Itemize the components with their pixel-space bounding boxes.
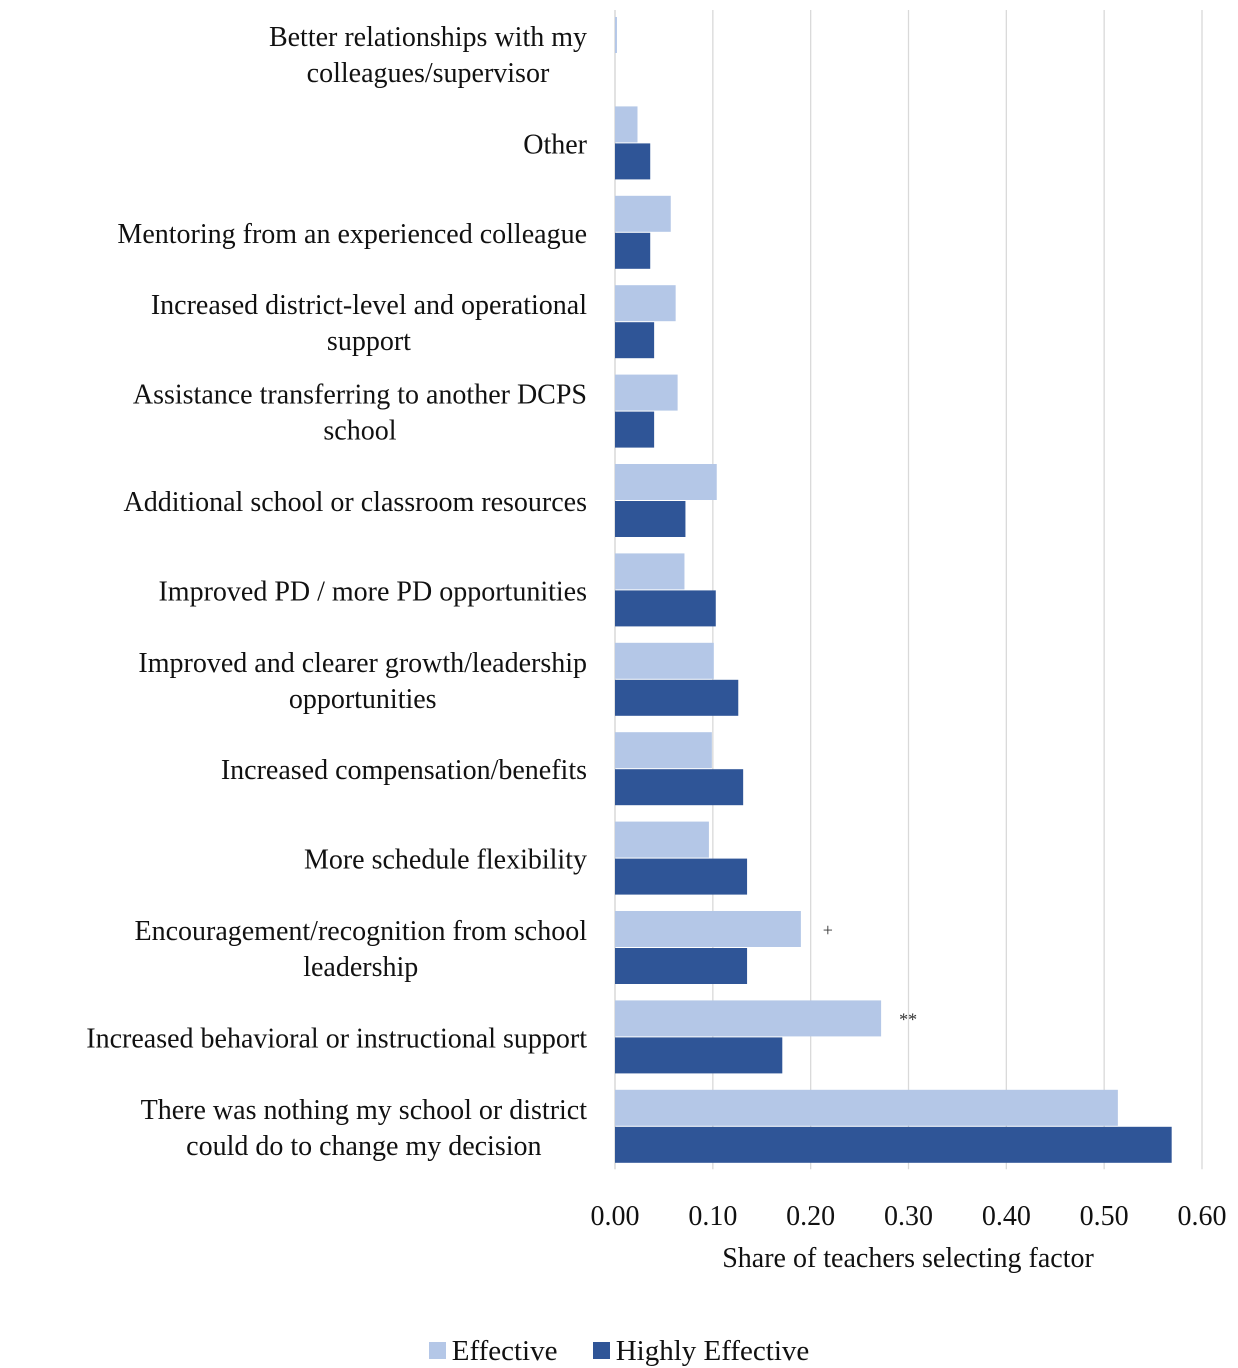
bar-effective: [615, 642, 714, 679]
bar-effective: [615, 1089, 1118, 1126]
category-label: Increased district-level and operational…: [151, 290, 587, 357]
bar-effective: [615, 732, 712, 769]
x-tick-label: 0.30: [884, 1201, 933, 1232]
bar-highly-effective: [615, 501, 686, 537]
bar-highly-effective: [615, 411, 655, 448]
category-label: Other: [523, 129, 587, 160]
significance-annotation: **: [899, 1009, 917, 1029]
category-label: There was nothing my school or district c…: [141, 1095, 588, 1162]
legend-label-highly-effective: Highly Effective: [615, 1335, 810, 1367]
bar-effective: [615, 1000, 882, 1037]
x-tick-label: 0.40: [982, 1201, 1031, 1232]
x-tick-label: 0.00: [591, 1201, 640, 1232]
legend-item-highly-effective: Highly Effective: [592, 1335, 810, 1367]
bar-highly-effective: [615, 590, 716, 627]
bar-effective: [615, 374, 678, 411]
bar-highly-effective: [615, 1126, 1172, 1163]
bar-effective: [615, 17, 617, 53]
x-tick-label: 0.50: [1080, 1201, 1129, 1232]
bar-effective: [615, 195, 671, 232]
x-tick-label: 0.60: [1178, 1201, 1227, 1232]
gridlines: [614, 10, 1203, 1170]
bar-highly-effective: [615, 679, 739, 716]
category-label: Increased compensation/benefits: [221, 755, 587, 786]
category-labels: Better relationships with my colleagues/s…: [86, 22, 587, 1162]
legend-label-effective: Effective: [451, 1335, 558, 1367]
category-label: Improved and clearer growth/leadership op…: [138, 648, 587, 715]
bar-effective: [615, 285, 676, 322]
bar-highly-effective: [615, 143, 651, 180]
significance-annotation: +: [823, 920, 833, 940]
category-label: More schedule flexibility: [304, 845, 587, 876]
bar-highly-effective: [615, 858, 748, 895]
legend-swatch-effective: [428, 1342, 446, 1359]
bar-highly-effective: [615, 769, 744, 806]
x-axis-title: Share of teachers selecting factor: [722, 1243, 1094, 1274]
bar-effective: [615, 821, 709, 858]
bar-effective: [615, 106, 638, 143]
category-label: Additional school or classroom resources: [124, 487, 587, 518]
bar-highly-effective: [615, 948, 748, 984]
bar-highly-effective: [615, 1037, 783, 1074]
category-label: Better relationships with my colleagues/s…: [269, 22, 587, 89]
category-label: Encouragement/recognition from school lea…: [134, 916, 587, 983]
bar-chart: + ** Better relationships with my colleagu…: [86, 10, 1227, 1274]
bar-highly-effective: [615, 322, 655, 359]
category-label: Mentoring from an experienced colleague: [117, 219, 587, 250]
category-label: Improved PD / more PD opportunities: [158, 576, 587, 607]
bar-effective: [615, 911, 801, 947]
category-label: Assistance transferring to another DCPS s…: [133, 380, 587, 447]
x-tick-label: 0.20: [786, 1201, 835, 1232]
x-tick-label: 0.10: [688, 1201, 737, 1232]
bars: + **: [615, 17, 1172, 1163]
legend-swatch-highly-effective: [592, 1342, 610, 1359]
bar-effective: [615, 553, 685, 590]
legend: Effective Highly Effective: [0, 1336, 1238, 1366]
bar-effective: [615, 464, 717, 500]
x-tick-labels: 0.00 0.10 0.20 0.30 0.40 0.50 0.60: [591, 1201, 1227, 1232]
bar-highly-effective: [615, 232, 651, 269]
category-label: Increased behavioral or instructional su…: [86, 1023, 587, 1054]
legend-item-effective: Effective: [428, 1335, 558, 1367]
